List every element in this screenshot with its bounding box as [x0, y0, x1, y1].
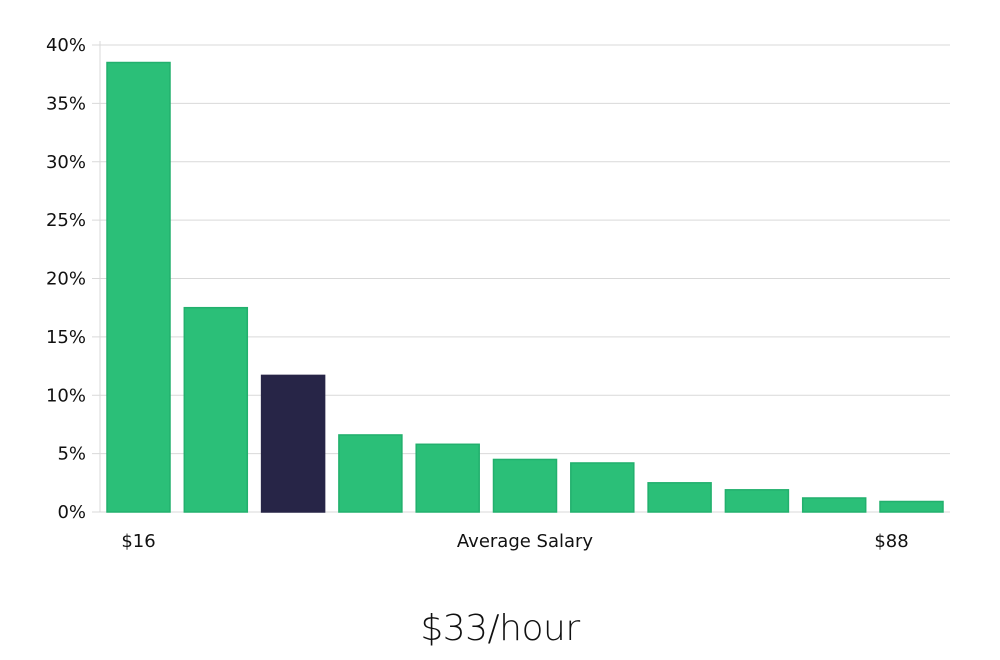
- bar: [647, 482, 712, 513]
- bar: [183, 306, 249, 513]
- bar: [879, 500, 944, 513]
- bar-highlighted: [260, 374, 326, 513]
- x-axis-label: Average Salary: [457, 531, 594, 552]
- bar: [724, 489, 790, 513]
- y-tick-label: 10%: [46, 385, 86, 406]
- y-tick-label: 0%: [57, 502, 86, 523]
- bar: [338, 434, 403, 513]
- y-tick-label: 35%: [46, 93, 86, 114]
- x-min-label: $16: [121, 531, 155, 552]
- bar: [492, 458, 558, 513]
- y-tick-label: 5%: [57, 444, 86, 465]
- y-tick-label: 20%: [46, 269, 86, 290]
- bar: [106, 61, 171, 513]
- y-tick-label: 30%: [46, 152, 86, 173]
- bar: [415, 443, 480, 513]
- x-max-label: $88: [874, 531, 908, 552]
- average-salary-value: $33/hour: [420, 608, 580, 649]
- bar: [570, 462, 635, 513]
- y-tick-label: 40%: [46, 35, 86, 56]
- y-tick-label: 15%: [46, 327, 86, 348]
- bar: [801, 497, 867, 513]
- chart-canvas: 0% 5% 10% 15% 20% 25% 30% 35% 40% $16 Average Sa…: [46, 35, 950, 552]
- y-tick-label: 25%: [46, 210, 86, 231]
- bars: [106, 61, 944, 513]
- y-tick-labels: 0% 5% 10% 15% 20% 25% 30% 35% 40%: [46, 35, 86, 523]
